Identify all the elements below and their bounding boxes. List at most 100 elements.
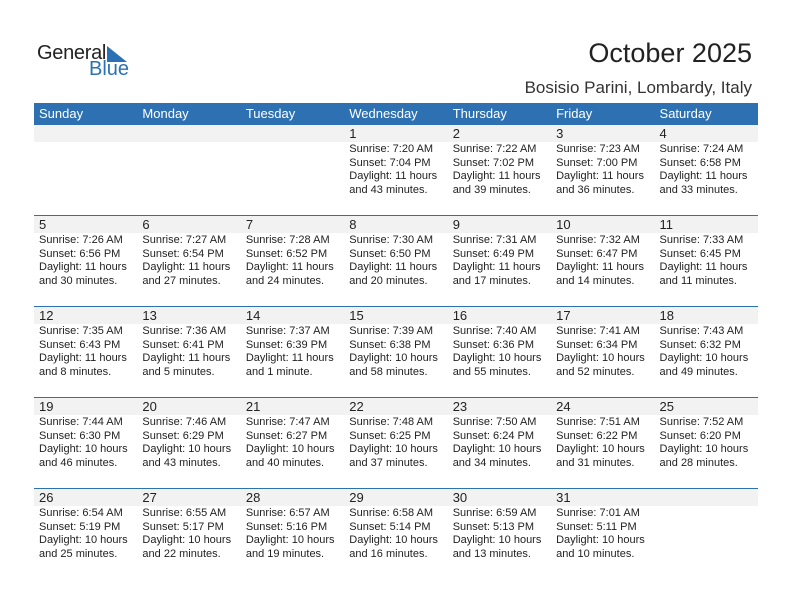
day-band xyxy=(344,216,448,233)
sunrise-text: Sunrise: 7:52 AM xyxy=(659,416,744,428)
daylight2-text: and 11 minutes. xyxy=(659,274,737,287)
day-cell: 17 Sunrise: 7:41 AM Sunset: 6:34 PM Dayligh… xyxy=(551,307,655,397)
daylight2-text: and 19 minutes. xyxy=(245,547,325,560)
day-cell: 3 Sunrise: 7:23 AM Sunset: 7:00 PM Daylight… xyxy=(551,125,655,215)
daylight2-text: and 28 minutes. xyxy=(659,456,738,469)
sunrise-text: Sunrise: 7:26 AM xyxy=(39,234,123,246)
sunrise-text: Sunrise: 7:46 AM xyxy=(142,416,227,428)
day-band xyxy=(344,125,448,142)
day-band xyxy=(551,398,655,415)
day-band xyxy=(240,307,345,324)
daylight1-text: Daylight: 10 hours xyxy=(245,443,335,455)
sunrise-text: Sunrise: 6:55 AM xyxy=(142,507,227,519)
day-cell: 7 Sunrise: 7:28 AM Sunset: 6:52 PM Daylight… xyxy=(240,216,345,306)
day-cell: 15 Sunrise: 7:39 AM Sunset: 6:38 PM Dayligh… xyxy=(344,307,448,397)
daylight2-text: and 10 minutes. xyxy=(556,547,635,560)
weekday-tuesday: Tuesday xyxy=(245,106,296,121)
sunrise-text: Sunrise: 7:37 AM xyxy=(245,325,330,337)
day-band xyxy=(447,307,552,324)
day-band xyxy=(34,125,138,142)
sunset-text: Sunset: 6:50 PM xyxy=(349,247,431,260)
sunset-text: Sunset: 5:19 PM xyxy=(39,520,121,533)
sunset-text: Sunset: 6:41 PM xyxy=(142,338,224,351)
day-cell: 28 Sunrise: 6:57 AM Sunset: 5:16 PM Dayligh… xyxy=(240,489,345,579)
day-number: 11 xyxy=(659,217,674,232)
weekday-thursday: Thursday xyxy=(452,106,507,121)
daylight2-text: and 30 minutes. xyxy=(39,274,118,287)
sunset-text: Sunset: 7:04 PM xyxy=(349,156,431,169)
daylight2-text: and 17 minutes. xyxy=(452,274,531,287)
sunset-text: Sunset: 6:47 PM xyxy=(556,247,638,260)
daylight2-text: and 8 minutes. xyxy=(39,365,112,378)
sunset-text: Sunset: 6:45 PM xyxy=(659,247,741,260)
daylight2-text: and 43 minutes. xyxy=(142,456,221,469)
sunrise-text: Sunrise: 7:20 AM xyxy=(349,143,434,155)
day-band xyxy=(34,216,138,233)
daylight1-text: Daylight: 10 hours xyxy=(349,534,438,546)
weekday-saturday: Saturday xyxy=(659,106,712,121)
daylight1-text: Daylight: 10 hours xyxy=(452,443,542,455)
day-number: 26 xyxy=(39,490,54,505)
sunrise-text: Sunrise: 7:44 AM xyxy=(39,416,123,428)
daylight1-text: Daylight: 10 hours xyxy=(39,534,128,546)
sunrise-text: Sunrise: 7:43 AM xyxy=(659,325,744,337)
day-band xyxy=(137,216,241,233)
day-cell: 19 Sunrise: 7:44 AM Sunset: 6:30 PM Dayligh… xyxy=(34,398,138,488)
day-band xyxy=(654,398,758,415)
daylight2-text: and 25 minutes. xyxy=(39,547,118,560)
sunset-text: Sunset: 5:16 PM xyxy=(245,520,328,533)
day-band xyxy=(654,489,758,506)
day-band xyxy=(551,307,655,324)
day-cell: 13 Sunrise: 7:36 AM Sunset: 6:41 PM Dayligh… xyxy=(137,307,241,397)
sunrise-text: Sunrise: 7:35 AM xyxy=(39,325,123,337)
daylight1-text: Daylight: 10 hours xyxy=(556,352,645,364)
daylight1-text: Daylight: 11 hours xyxy=(659,170,748,182)
daylight1-text: Daylight: 11 hours xyxy=(556,261,644,273)
empty-cell xyxy=(34,125,138,215)
day-band xyxy=(551,125,655,142)
daylight1-text: Daylight: 11 hours xyxy=(39,352,127,364)
day-number: 17 xyxy=(556,308,571,323)
day-cell: 29 Sunrise: 6:58 AM Sunset: 5:14 PM Dayligh… xyxy=(344,489,448,579)
day-cell: 12 Sunrise: 7:35 AM Sunset: 6:43 PM Dayligh… xyxy=(34,307,138,397)
day-number: 31 xyxy=(556,490,571,505)
daylight2-text: and 37 minutes. xyxy=(349,456,428,469)
weekday-friday: Friday xyxy=(556,106,593,121)
week-row: 1 Sunrise: 7:20 AM Sunset: 7:04 PM Daylight… xyxy=(34,125,758,215)
logo-text-general: General xyxy=(37,42,107,64)
sunrise-text: Sunrise: 7:24 AM xyxy=(659,143,744,155)
logo-text-blue: Blue xyxy=(89,58,130,80)
daylight1-text: Daylight: 11 hours xyxy=(452,170,541,182)
sunrise-text: Sunrise: 7:33 AM xyxy=(659,234,744,246)
day-number: 28 xyxy=(245,490,261,505)
weekday-header: Sunday Monday Tuesday Wednesday Thursday Frid… xyxy=(34,103,758,125)
daylight2-text: and 14 minutes. xyxy=(556,274,635,287)
sunset-text: Sunset: 7:02 PM xyxy=(452,156,535,169)
sunrise-text: Sunrise: 7:48 AM xyxy=(349,416,434,428)
day-number: 2 xyxy=(452,126,460,141)
sunrise-text: Sunrise: 6:54 AM xyxy=(39,507,123,519)
day-cell: 9 Sunrise: 7:31 AM Sunset: 6:49 PM Daylight… xyxy=(447,216,552,306)
sunset-text: Sunset: 5:11 PM xyxy=(556,520,637,533)
sunset-text: Sunset: 6:43 PM xyxy=(39,338,121,351)
day-band xyxy=(447,125,552,142)
sunset-text: Sunset: 5:13 PM xyxy=(452,520,535,533)
daylight2-text: and 13 minutes. xyxy=(452,547,531,560)
day-cell: 23 Sunrise: 7:50 AM Sunset: 6:24 PM Dayligh… xyxy=(447,398,552,488)
day-cell: 25 Sunrise: 7:52 AM Sunset: 6:20 PM Dayligh… xyxy=(654,398,758,488)
day-cell: 18 Sunrise: 7:43 AM Sunset: 6:32 PM Dayligh… xyxy=(654,307,758,397)
day-cell: 21 Sunrise: 7:47 AM Sunset: 6:27 PM Dayligh… xyxy=(240,398,345,488)
day-cell: 10 Sunrise: 7:32 AM Sunset: 6:47 PM Dayligh… xyxy=(551,216,655,306)
daylight2-text: and 55 minutes. xyxy=(452,365,531,378)
sunset-text: Sunset: 6:25 PM xyxy=(349,429,431,442)
weekday-sunday: Sunday xyxy=(39,106,84,121)
day-band xyxy=(137,125,241,142)
daylight1-text: Daylight: 11 hours xyxy=(349,170,438,182)
empty-cell xyxy=(137,125,241,215)
sunset-text: Sunset: 6:58 PM xyxy=(659,156,741,169)
day-number: 16 xyxy=(452,308,468,323)
day-number: 21 xyxy=(245,399,261,414)
day-band xyxy=(344,489,448,506)
week-row: 12 Sunrise: 7:35 AM Sunset: 6:43 PM Dayligh… xyxy=(34,306,758,397)
day-number: 29 xyxy=(349,490,364,505)
